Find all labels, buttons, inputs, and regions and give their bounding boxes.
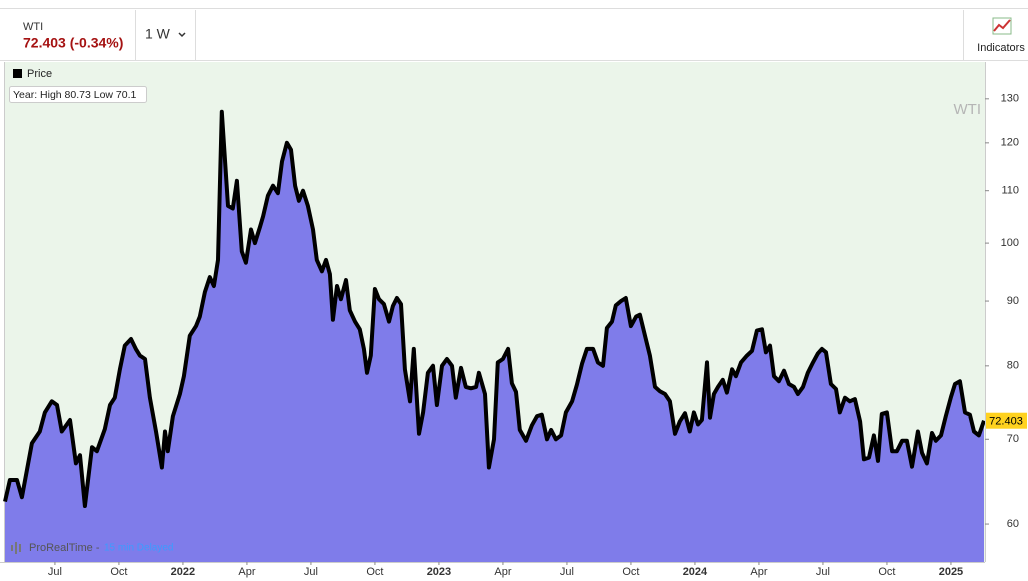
x-tick-label: Jul [816, 566, 830, 578]
y-tick-label: 100 [1001, 237, 1019, 249]
x-tick-label: Oct [366, 566, 383, 578]
indicators-icon [992, 17, 1012, 35]
x-tick-label: Apr [750, 566, 767, 578]
x-tick-label: Jul [560, 566, 574, 578]
x-tick-label: 2023 [427, 566, 451, 578]
watermark: WTI [954, 101, 982, 118]
y-axis-background [985, 62, 1028, 581]
indicators-icon-line [993, 19, 1011, 32]
delay-label: 15 min Delayed [104, 543, 173, 554]
annotation-box [9, 86, 147, 103]
y-tick-label: 110 [1001, 185, 1019, 197]
indicators-label[interactable]: Indicators [977, 42, 1025, 54]
x-tick-label: Jul [304, 566, 318, 578]
credit-label: ProRealTime - [29, 542, 100, 554]
annotation: Year: High 80.73 Low 70.1 [13, 89, 137, 101]
price-line [3, 109, 986, 508]
y-tick-label: 120 [1001, 137, 1019, 149]
x-tick-label: Apr [494, 566, 511, 578]
credit: ProRealTime - 15 min Delayed [11, 542, 173, 554]
area-fill [5, 111, 984, 562]
last-value-badge [986, 412, 1027, 429]
indicators-button[interactable]: Indicators [977, 17, 1025, 54]
y-tick-label: 130 [1001, 93, 1019, 105]
x-tick-label: 2024 [683, 566, 708, 578]
x-axis-background [0, 562, 985, 581]
interval-dropdown[interactable]: 1 W [145, 26, 186, 42]
dropdown-caret [178, 32, 186, 38]
legend-label: Price [27, 68, 52, 80]
credit-icon [19, 544, 21, 552]
x-tick-label: 2022 [171, 566, 195, 578]
interval[interactable]: 1 W [145, 26, 171, 42]
x-tick-label: 2025 [939, 566, 963, 578]
quote: 72.403 (-0.34%) [23, 35, 123, 51]
credit-icon [15, 542, 17, 554]
y-tick-label: 70 [1007, 433, 1019, 445]
y-tick-label: 80 [1007, 360, 1019, 372]
x-tick-label: Oct [878, 566, 895, 578]
y-tick-label: 60 [1007, 518, 1019, 530]
x-tick-label: Oct [110, 566, 127, 578]
last-value-label: 72.403 [989, 416, 1023, 428]
credit-icon [11, 545, 13, 551]
symbol: WTI [23, 21, 43, 33]
y-tick-label: 90 [1007, 295, 1019, 307]
legend-swatch [13, 69, 22, 78]
x-tick-label: Oct [622, 566, 639, 578]
x-tick-label: Jul [48, 566, 62, 578]
x-tick-label: Apr [238, 566, 255, 578]
